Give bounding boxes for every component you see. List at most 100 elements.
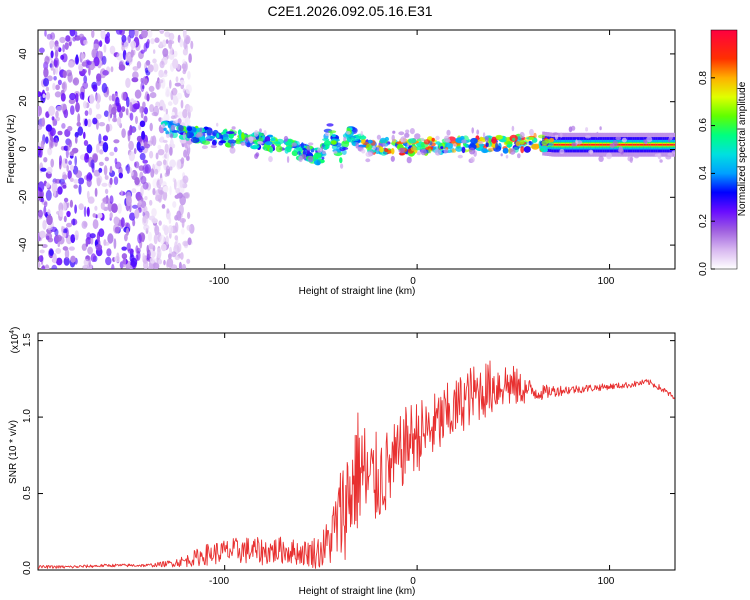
heatmap-band-blob [485,142,489,147]
heatmap-noise-blob [83,140,89,146]
heatmap-halo-blob [470,156,475,163]
heatmap-noise-blob [69,177,74,182]
heatmap-noise-blob [43,67,49,78]
top-xlabel: Height of straight line (km) [299,286,416,297]
heatmap-noise-blob [93,169,101,177]
heatmap-noise-blob [44,55,50,65]
heatmap-band-cell [655,143,658,146]
heatmap-noise-blob [122,256,127,268]
heatmap-band-cell [673,143,675,146]
heatmap-band-cell [604,143,608,146]
heatmap-noise-blob [190,40,194,50]
heatmap-noise-blob [95,113,102,120]
heatmap-noise-blob [176,242,182,253]
heatmap-noise-blob [40,197,45,203]
heatmap-noise-blob [160,243,167,252]
heatmap-band-cell [630,143,633,146]
heatmap-noise-blob [142,164,149,174]
heatmap-noise-blob [108,95,113,101]
bot-ytick-0: 0.0 [22,561,33,575]
heatmap-noise-blob [151,208,157,217]
heatmap-noise-blob [97,212,103,219]
heatmap-noise-blob [87,118,92,128]
heatmap-band-blob [481,148,488,154]
heatmap-halo-blob [306,145,310,151]
heatmap-noise-blob [142,252,145,261]
heatmap-noise-blob [86,144,93,154]
heatmap-halo-blob [216,122,219,127]
heatmap-noise-blob [167,101,173,106]
heatmap-noise-blob [169,185,172,196]
heatmap-noise-blob [165,165,171,175]
heatmap-noise-blob [187,105,193,113]
heatmap-noise-blob [114,226,120,234]
heatmap-band-blob [541,140,549,146]
heatmap-band-cell [593,143,596,146]
heatmap-noise-blob [152,178,158,189]
snr-ticks [38,333,675,571]
heatmap-noise-blob [54,91,62,98]
heatmap-noise-blob [129,112,134,121]
heatmap-noise-blob [162,186,169,193]
heatmap-halo-blob [552,132,559,136]
heatmap-halo-blob [263,130,267,136]
heatmap-halo-blob [445,139,451,143]
heatmap-halo-blob [477,141,484,145]
heatmap-noise-blob [81,243,87,251]
heatmap-halo-blob [406,156,412,164]
heatmap-noise-blob [74,204,77,214]
heatmap-noise-blob [88,173,93,181]
heatmap-noise-blob [65,69,72,77]
heatmap-band-blob [241,132,245,140]
heatmap-noise-blob [134,177,140,186]
heatmap-band-cell [599,143,603,146]
heatmap-band-cell [567,143,571,146]
heatmap-noise-blob [88,256,91,267]
heatmap-halo-blob [584,135,591,139]
heatmap-noise-blob [174,241,178,250]
heatmap-noise-blob [78,184,82,195]
heatmap-band-cell [646,143,649,146]
heatmap-noise-blob [159,30,165,34]
bot-xtick-neg100: -100 [209,576,229,587]
heatmap-halo-blob [598,155,604,162]
heatmap-noise-blob [127,248,134,254]
heatmap-noise-blob [53,68,56,76]
heatmap-noise-blob [121,34,127,43]
heatmap-band-blob [461,146,466,154]
heatmap-band-cell [641,143,645,146]
heatmap-noise-blob [159,234,165,245]
heatmap-noise-blob [174,255,180,261]
heatmap-noise-blob [129,124,133,136]
heatmap-noise-blob [44,30,47,37]
heatmap-noise-blob [92,84,98,92]
heatmap-noise-blob [102,196,110,205]
heatmap-noise-blob [168,39,173,49]
heatmap-band-cell [650,143,654,146]
heatmap-noise-blob [91,48,97,59]
heatmap-band-blob [331,133,336,138]
heatmap-noise-blob [121,44,125,52]
heatmap-noise-blob [166,151,169,162]
heatmap-noise-blob [73,184,78,189]
heatmap-noise-blob [43,201,48,208]
heatmap-band-blob [504,140,513,145]
heatmap-noise-blob [155,152,159,160]
heatmap-band-cell [556,143,559,146]
heatmap-noise-blob [75,136,78,144]
heatmap-band-cell [586,143,589,146]
heatmap-halo-blob [376,147,380,152]
heatmap-band-cell [620,143,624,146]
heatmap-noise-blob [136,196,144,202]
heatmap-halo-blob [308,142,314,146]
heatmap-halo-blob [596,131,599,138]
heatmap-halo-blob [461,139,467,144]
bot-xlabel: Height of straight line (km) [299,586,416,597]
heatmap-noise-blob [166,258,174,268]
heatmap-noise-blob [138,200,142,206]
heatmap-band-blob [341,140,350,148]
heatmap-halo-blob [606,152,612,160]
heatmap-noise-blob [148,264,154,269]
heatmap-noise-blob [54,50,59,58]
heatmap-noise-blob [99,149,104,155]
